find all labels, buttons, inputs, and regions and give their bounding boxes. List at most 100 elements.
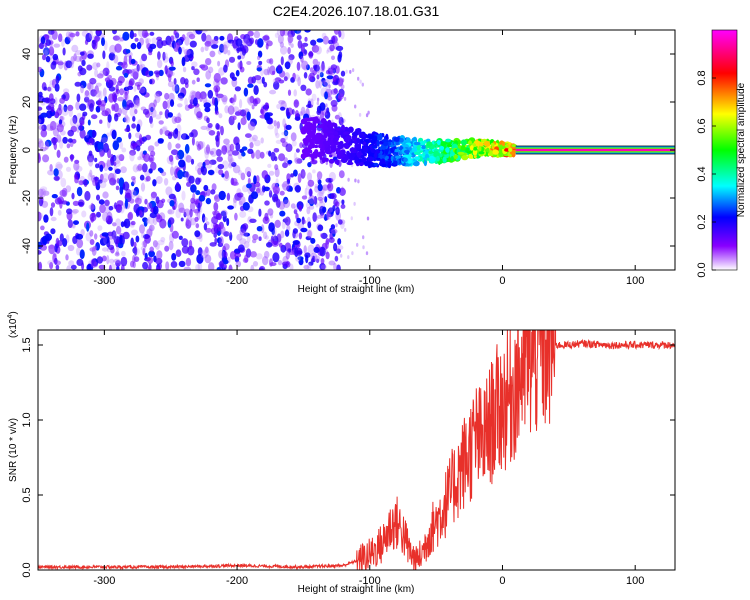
noise-mark	[286, 173, 291, 182]
noise-mark	[95, 163, 100, 169]
colorbar-gradient	[711, 29, 738, 271]
noise-mark	[187, 104, 195, 109]
noise-mark	[226, 192, 231, 201]
noise-mark	[147, 145, 155, 152]
noise-mark	[273, 120, 277, 127]
noise-mark	[316, 216, 319, 221]
noise-mark	[51, 60, 57, 66]
noise-mark	[189, 40, 197, 48]
noise-mark	[316, 38, 324, 43]
acquisition-mark	[385, 133, 389, 140]
spectrogram-x-tick-label: 100	[626, 275, 644, 287]
snr-y-tick-label: 1.5	[21, 337, 33, 352]
noise-mark	[341, 186, 344, 191]
noise-mark	[194, 165, 201, 172]
noise-mark	[140, 182, 146, 192]
noise-mark	[321, 264, 327, 270]
noise-mark	[91, 246, 97, 256]
noise-mark	[141, 232, 146, 239]
noise-mark	[337, 53, 342, 63]
noise-mark	[218, 190, 226, 201]
acquisition-mark	[426, 157, 430, 161]
acquisition-mark	[329, 154, 333, 158]
noise-mark	[253, 85, 259, 96]
noise-mark	[89, 230, 94, 237]
noise-mark	[197, 162, 205, 168]
noise-mark	[167, 141, 172, 151]
noise-mark	[178, 46, 182, 55]
noise-mark	[328, 84, 331, 89]
noise-mark	[53, 168, 59, 177]
noise-mark	[132, 68, 139, 78]
noise-mark	[255, 149, 261, 160]
noise-mark	[114, 202, 117, 210]
noise-mark	[296, 34, 302, 41]
acquisition-mark	[334, 148, 341, 152]
noise-mark	[38, 153, 41, 163]
noise-mark	[138, 78, 144, 85]
noise-mark	[153, 70, 161, 75]
noise-mark	[258, 60, 263, 66]
noise-mark	[217, 163, 225, 170]
noise-mark	[338, 170, 345, 179]
noise-mark	[241, 45, 249, 54]
noise-mark	[120, 256, 128, 267]
noise-mark	[74, 81, 82, 87]
noise-mark	[240, 117, 247, 126]
acquisition-mark	[451, 143, 458, 150]
snr-x-ticks: -300 -200 -100 0 100	[93, 330, 644, 587]
noise-mark	[203, 248, 210, 257]
acquisition-mark	[424, 149, 429, 155]
noise-mark	[165, 261, 170, 270]
noise-mark	[318, 79, 322, 89]
noise-mark	[337, 112, 342, 122]
noise-mark	[279, 210, 286, 217]
noise-mark	[38, 42, 45, 50]
noise-mark	[312, 64, 318, 70]
noise-mark	[79, 67, 87, 76]
noise-mark	[190, 184, 197, 193]
noise-mark	[330, 224, 336, 230]
noise-mark	[316, 258, 320, 263]
noise-mark	[335, 248, 341, 254]
noise-mark	[42, 190, 50, 196]
acquisition-mark	[354, 143, 361, 149]
noise-mark	[80, 84, 84, 94]
noise-mark	[87, 119, 91, 126]
noise-mark	[214, 237, 218, 245]
noise-mark	[116, 266, 120, 270]
noise-mark	[55, 163, 64, 169]
noise-mark	[67, 138, 73, 143]
acquisition-mark	[346, 150, 350, 156]
noise-mark	[247, 76, 254, 85]
noise-mark	[71, 44, 79, 53]
noise-mark	[362, 235, 365, 240]
spectrogram-x-ticks: -300 -200 -100 0 100	[93, 30, 644, 287]
noise-mark	[204, 83, 212, 88]
noise-mark	[187, 245, 195, 256]
noise-mark	[115, 260, 121, 267]
acquisition-mark	[342, 156, 350, 161]
noise-mark	[95, 30, 101, 35]
noise-mark	[239, 66, 245, 73]
noise-mark	[316, 109, 322, 115]
noise-mark	[201, 63, 208, 70]
noise-mark	[222, 44, 228, 55]
noise-mark	[240, 172, 246, 181]
acquisition-mark	[329, 134, 335, 139]
noise-mark	[102, 87, 107, 98]
noise-mark	[205, 227, 212, 233]
snr-x-tick-label: -200	[226, 575, 248, 587]
acquisition-mark	[492, 149, 499, 155]
noise-mark	[212, 210, 217, 216]
noise-mark	[132, 254, 136, 264]
noise-mark	[44, 34, 50, 40]
noise-mark	[233, 196, 238, 203]
noise-mark	[185, 216, 192, 226]
noise-mark	[264, 200, 270, 206]
noise-mark	[300, 84, 307, 92]
acquisition-mark	[435, 155, 440, 162]
noise-mark	[203, 184, 209, 192]
noise-mark	[229, 143, 235, 152]
noise-mark	[216, 93, 224, 99]
